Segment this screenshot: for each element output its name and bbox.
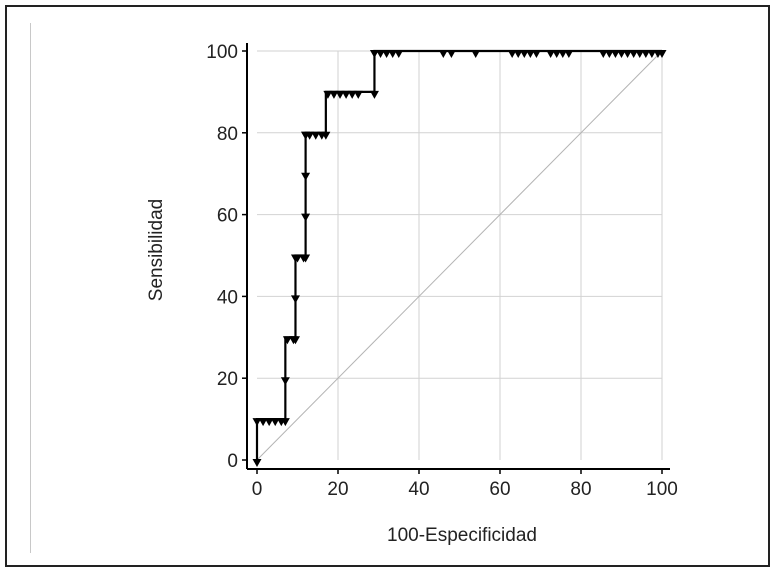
marker-triangle (525, 50, 535, 58)
marker-triangle (335, 90, 345, 99)
marker-triangle (394, 50, 404, 58)
marker-triangle (290, 295, 300, 304)
marker-triangle (252, 459, 262, 467)
y-tick-label: 100 (206, 42, 238, 63)
marker-triangle (641, 50, 651, 58)
marker-triangle (471, 50, 481, 58)
x-tick-label: 60 (489, 479, 510, 500)
marker-triangle (531, 50, 541, 58)
marker-triangle (519, 50, 529, 58)
y-tick-label: 40 (217, 287, 238, 308)
marker-triangle (382, 50, 392, 58)
figure-frame (5, 5, 770, 567)
marker-triangle (258, 418, 268, 427)
marker-triangle (546, 50, 556, 58)
marker-triangle (252, 418, 262, 427)
marker-triangle (657, 50, 667, 58)
y-axis-title: Sensibilidad (146, 199, 167, 301)
marker-triangle (323, 90, 333, 99)
marker-triangle (369, 90, 379, 99)
marker-triangle (513, 50, 523, 58)
x-tick-label: 20 (327, 479, 348, 500)
y-tick-label: 80 (217, 124, 238, 145)
marker-triangle (290, 336, 300, 345)
marker-triangle (293, 254, 302, 263)
marker-triangle (305, 131, 315, 140)
marker-triangle (347, 90, 357, 99)
y-tick-label: 0 (227, 451, 238, 472)
marker-triangle (438, 50, 448, 58)
marker-triangle (564, 50, 574, 58)
axes (242, 43, 670, 474)
diagonal-line (256, 50, 663, 461)
marker-triangle (558, 50, 568, 58)
y-tick-label: 60 (217, 206, 238, 227)
marker-triangle (264, 418, 274, 427)
marker-triangle (301, 172, 311, 181)
marker-triangle (369, 50, 379, 58)
marker-triangle (301, 213, 311, 222)
marker-triangle (629, 50, 639, 58)
x-axis-title: 100-Especificidad (387, 525, 537, 546)
marker-triangle (552, 50, 562, 58)
marker-triangle (635, 50, 645, 58)
marker-triangle (610, 50, 620, 58)
curve-markers (252, 50, 667, 467)
marker-triangle (282, 336, 292, 345)
x-tick-label: 0 (252, 479, 263, 500)
marker-triangle (270, 418, 280, 427)
marker-triangle (301, 254, 311, 263)
marker-triangle (353, 90, 363, 99)
left-divider (30, 23, 31, 553)
marker-triangle (507, 50, 517, 58)
x-tick-label: 80 (570, 479, 591, 500)
tick-labels: 0 20 40 60 80 100 0 20 40 60 80 100 (206, 42, 678, 500)
marker-triangle (280, 418, 290, 427)
marker-triangle (311, 131, 321, 140)
marker-triangle (617, 50, 626, 58)
marker-triangle (321, 131, 331, 140)
marker-triangle (329, 90, 339, 99)
marker-triangle (647, 50, 657, 58)
marker-triangle (604, 50, 614, 58)
marker-triangle (280, 377, 290, 386)
marker-triangle (376, 50, 386, 58)
marker-triangle (446, 50, 456, 58)
x-tick-label: 40 (408, 479, 429, 500)
marker-triangle (598, 50, 608, 58)
x-tick-label: 100 (646, 479, 678, 500)
marker-triangle (623, 50, 633, 58)
reference-diagonal (256, 50, 663, 461)
y-tick-label: 20 (217, 369, 238, 390)
marker-triangle (388, 50, 398, 58)
marker-triangle (341, 90, 351, 99)
